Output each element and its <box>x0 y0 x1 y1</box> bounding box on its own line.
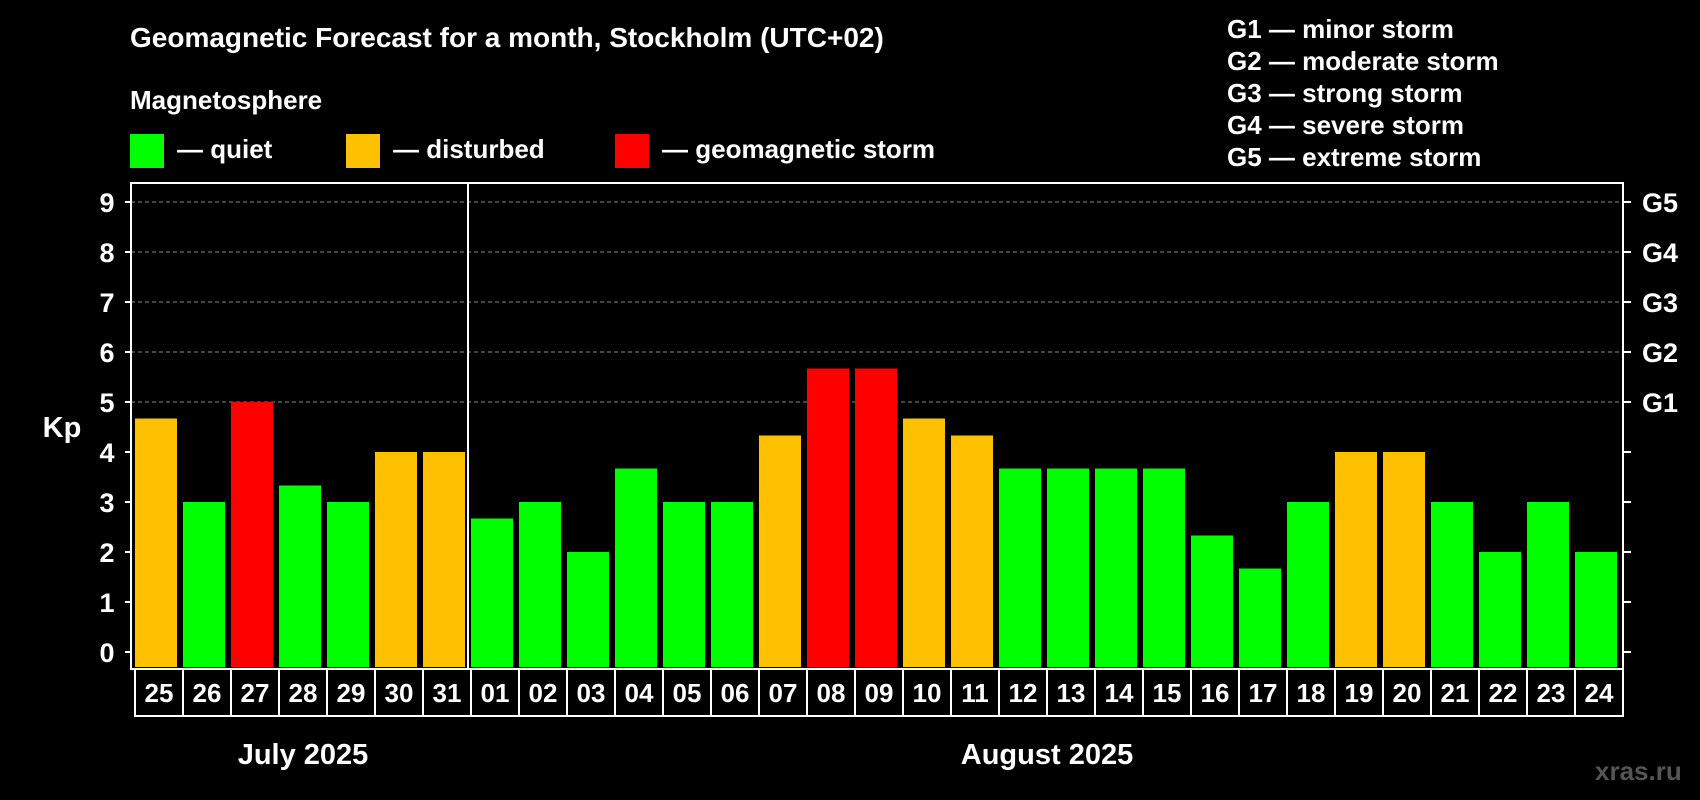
date-label: 27 <box>241 678 270 708</box>
date-label: 05 <box>673 678 702 708</box>
storm-scale-g4: G4 — severe storm <box>1227 110 1465 140</box>
kp-bar <box>1239 568 1281 667</box>
chart-title: Geomagnetic Forecast for a month, Stockh… <box>130 22 884 53</box>
date-label: 02 <box>529 678 558 708</box>
y-axis-label: Kp <box>43 412 82 444</box>
g-scale-label: G2 <box>1642 338 1678 368</box>
kp-bar <box>1575 552 1617 667</box>
legend-swatch-storm <box>615 134 649 168</box>
kp-bar <box>999 468 1041 667</box>
kp-bar <box>327 502 369 667</box>
kp-bar <box>519 502 561 667</box>
g-scale-label: G1 <box>1642 388 1678 418</box>
kp-bar <box>1335 452 1377 667</box>
y-tick-label: 4 <box>99 438 114 468</box>
date-label: 08 <box>817 678 846 708</box>
date-label: 18 <box>1297 678 1326 708</box>
date-label: 31 <box>433 678 462 708</box>
date-label: 04 <box>625 678 654 708</box>
kp-bar <box>951 435 993 667</box>
kp-bar <box>423 452 465 667</box>
date-label: 17 <box>1249 678 1278 708</box>
date-label: 20 <box>1393 678 1422 708</box>
date-label: 09 <box>865 678 894 708</box>
y-tick-label: 3 <box>99 488 114 518</box>
date-label: 10 <box>913 678 942 708</box>
date-label: 24 <box>1585 678 1614 708</box>
date-label: 01 <box>481 678 510 708</box>
date-label: 19 <box>1345 678 1374 708</box>
kp-bar <box>1431 502 1473 667</box>
kp-bar <box>183 502 225 667</box>
date-label: 06 <box>721 678 750 708</box>
y-tick-label: 5 <box>99 388 114 418</box>
kp-bar <box>279 485 321 667</box>
kp-bar <box>903 418 945 667</box>
kp-bar <box>471 518 513 667</box>
storm-scale-g3: G3 — strong storm <box>1227 78 1463 108</box>
date-label: 11 <box>961 678 989 708</box>
legend-swatch-quiet <box>130 134 164 168</box>
month-label: July 2025 <box>238 739 369 771</box>
watermark: xras.ru <box>1595 756 1682 786</box>
y-tick-label: 1 <box>99 588 114 618</box>
storm-scale-g5: G5 — extreme storm <box>1227 142 1482 172</box>
storm-scale-g1: G1 — minor storm <box>1227 14 1454 44</box>
y-tick-label: 8 <box>99 238 114 268</box>
kp-bar <box>1383 452 1425 667</box>
date-label: 12 <box>1009 678 1038 708</box>
y-tick-label: 0 <box>99 638 114 668</box>
kp-bar <box>759 435 801 667</box>
kp-bar <box>663 502 705 667</box>
kp-bar <box>1143 468 1185 667</box>
y-tick-label: 6 <box>99 338 114 368</box>
kp-bar <box>1047 468 1089 667</box>
date-label: 13 <box>1057 678 1086 708</box>
date-label: 25 <box>145 678 174 708</box>
kp-bar <box>1095 468 1137 667</box>
date-label: 23 <box>1537 678 1566 708</box>
g-scale-label: G3 <box>1642 288 1678 318</box>
legend-label-storm: — geomagnetic storm <box>662 134 936 164</box>
date-label: 03 <box>577 678 606 708</box>
y-tick-label: 7 <box>99 288 114 318</box>
date-label: 14 <box>1105 678 1134 708</box>
kp-bar <box>135 418 177 667</box>
legend-label-disturbed: — disturbed <box>393 134 545 164</box>
date-label: 29 <box>337 678 366 708</box>
date-label: 15 <box>1153 678 1182 708</box>
legend-label-quiet: — quiet <box>177 134 273 164</box>
kp-bar <box>1287 502 1329 667</box>
legend-swatch-disturbed <box>346 134 380 168</box>
g-scale-label: G5 <box>1642 188 1678 218</box>
y-tick-label: 2 <box>99 538 114 568</box>
date-label: 22 <box>1489 678 1518 708</box>
kp-bar <box>711 502 753 667</box>
date-label: 16 <box>1201 678 1230 708</box>
date-label: 26 <box>193 678 222 708</box>
y-tick-label: 9 <box>99 188 114 218</box>
kp-bar <box>615 468 657 667</box>
date-label: 28 <box>289 678 318 708</box>
kp-bar <box>807 368 849 667</box>
date-label: 30 <box>385 678 414 708</box>
kp-bar <box>1527 502 1569 667</box>
storm-scale-g2: G2 — moderate storm <box>1227 46 1499 76</box>
date-label: 07 <box>769 678 798 708</box>
kp-bar <box>1479 552 1521 667</box>
kp-bar <box>567 552 609 667</box>
kp-bar <box>375 452 417 667</box>
kp-bar <box>855 368 897 667</box>
month-label: August 2025 <box>961 739 1133 771</box>
date-row-frame <box>134 668 1624 717</box>
g-scale-label: G4 <box>1642 238 1678 268</box>
chart-subtitle: Magnetosphere <box>130 85 323 115</box>
date-label: 21 <box>1441 678 1470 708</box>
kp-bar <box>1191 535 1233 667</box>
kp-bar <box>231 402 273 667</box>
